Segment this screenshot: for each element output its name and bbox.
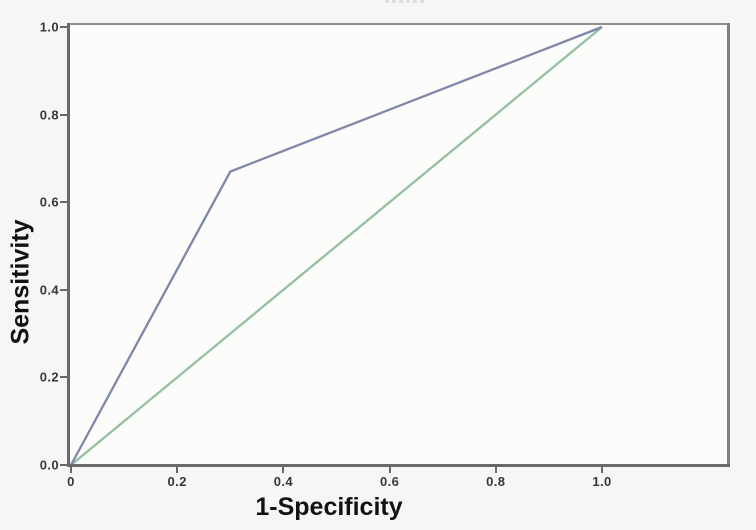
x-axis-tick xyxy=(70,467,72,473)
cropped-title-remnant xyxy=(385,0,427,3)
y-axis-tick xyxy=(60,113,67,116)
y-tick-label: 0.2 xyxy=(39,369,59,385)
x-axis-tick xyxy=(176,467,179,473)
y-axis-tick xyxy=(60,464,67,466)
y-tick-label: 0.6 xyxy=(39,194,59,210)
x-axis-tick xyxy=(388,467,391,473)
x-axis-title: 1-Specificity xyxy=(255,493,403,521)
y-tick-label: 0.4 xyxy=(39,282,59,298)
y-tick-label: 0.0 xyxy=(39,457,59,473)
reference-line xyxy=(70,26,603,466)
x-axis-tick xyxy=(282,467,285,473)
y-tick-label: 0.8 xyxy=(39,107,59,123)
y-axis-tick xyxy=(60,288,67,291)
x-axis-tick xyxy=(601,467,603,473)
y-axis-tick xyxy=(60,201,67,204)
x-tick-label: 0.4 xyxy=(273,474,294,489)
y-tick-label: 1.0 xyxy=(39,19,59,35)
x-tick-label: 0.6 xyxy=(379,474,400,489)
x-tick-label: 0.8 xyxy=(486,474,506,489)
x-axis-tick xyxy=(494,467,497,473)
plot-border-top xyxy=(67,23,730,25)
roc-curve-line xyxy=(69,25,603,466)
y-axis-title: Sensitivity xyxy=(6,219,35,345)
y-axis-line xyxy=(67,23,70,467)
y-axis-tick xyxy=(60,376,67,379)
x-tick-label: 1.0 xyxy=(592,474,612,489)
y-axis-tick xyxy=(60,26,67,28)
plot-border-right xyxy=(727,23,730,467)
x-tick-label: 0.2 xyxy=(167,474,187,489)
x-tick-label: 0 xyxy=(67,474,75,489)
plot-area xyxy=(70,25,727,464)
x-axis-line xyxy=(67,464,730,467)
